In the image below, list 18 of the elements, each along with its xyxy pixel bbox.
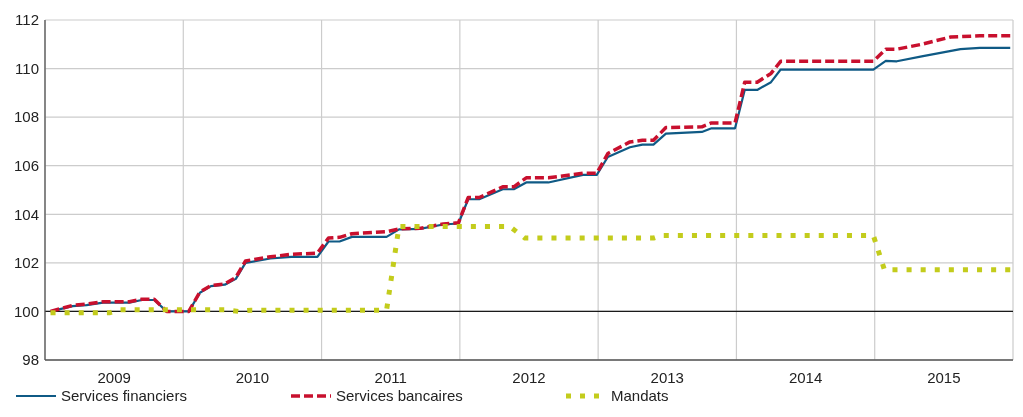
x-tick-label: 2010 [235, 369, 270, 386]
y-tick-label: 106 [13, 156, 39, 174]
legend-label: Mandats [611, 387, 669, 404]
y-tick-label: 112 [15, 11, 39, 29]
x-tick-label: 2015 [927, 369, 961, 386]
y-tick-label: 100 [13, 302, 39, 320]
y-tick-label: 108 [13, 108, 39, 126]
y-tick-label: 98 [22, 351, 39, 369]
x-tick-label: 2013 [650, 369, 684, 386]
x-tick-label: 2009 [97, 369, 131, 386]
legend-label: Services financiers [61, 387, 187, 404]
x-tick-label: 2012 [512, 369, 546, 386]
y-tick-label: 104 [13, 205, 39, 223]
x-tick-label: 2014 [788, 369, 823, 386]
legend-label: Services bancaires [336, 387, 463, 404]
x-tick-label: 2011 [374, 369, 407, 386]
y-tick-label: 110 [15, 59, 39, 77]
y-tick-label: 102 [13, 254, 39, 272]
